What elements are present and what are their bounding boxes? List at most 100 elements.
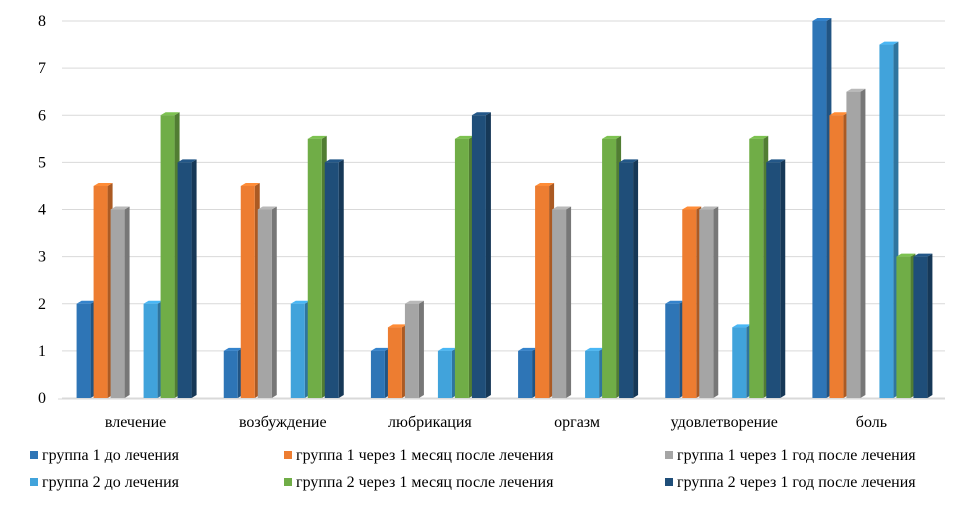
- bar: [160, 112, 180, 398]
- legend-swatch: [284, 478, 292, 486]
- bar-front: [879, 44, 894, 398]
- bar-top: [732, 324, 752, 328]
- bar-top: [913, 253, 933, 257]
- bar-side: [927, 253, 933, 398]
- bar-top: [110, 206, 130, 210]
- bar-side: [485, 112, 491, 398]
- bar: [437, 347, 457, 398]
- bar-top: [879, 41, 899, 45]
- bar: [552, 206, 572, 398]
- y-tick-label: 3: [38, 249, 46, 266]
- bar-top: [307, 135, 327, 139]
- y-tick-label: 6: [38, 107, 46, 124]
- bar-front: [257, 209, 272, 398]
- bar: [619, 159, 639, 398]
- bar-front: [518, 350, 533, 398]
- bar-front: [699, 209, 714, 398]
- bar-top: [143, 300, 163, 304]
- bar-top: [257, 206, 277, 210]
- bar: [896, 253, 916, 398]
- y-tick-label: 0: [38, 390, 46, 407]
- bar-top: [324, 159, 344, 163]
- bar-front: [143, 303, 158, 398]
- bar: [665, 300, 685, 398]
- bar-front: [732, 327, 747, 398]
- bar-top: [585, 347, 605, 351]
- bar: [879, 41, 899, 398]
- legend-swatch: [665, 451, 673, 459]
- y-tick-label: 7: [38, 60, 46, 77]
- bar-front: [812, 21, 827, 398]
- bar: [76, 300, 96, 398]
- bar-top: [812, 18, 832, 21]
- bar: [829, 112, 849, 398]
- y-axis-tick-labels: 0 1 2 3 4 5 6 7 8: [38, 13, 46, 407]
- bar-top: [240, 182, 260, 186]
- bar-top: [552, 206, 572, 210]
- legend-label: группа 2 до лечения: [42, 474, 180, 491]
- x-category-label: возбуждение: [239, 414, 327, 431]
- bar-top: [619, 159, 639, 163]
- bar-top: [829, 112, 849, 116]
- bar-front: [602, 138, 617, 398]
- bar: [93, 182, 113, 398]
- bar-front: [454, 138, 469, 398]
- x-category-label: боль: [856, 414, 887, 431]
- bar: [732, 324, 752, 398]
- legend-item: группа 2 через 1 месяц после лечения: [284, 474, 554, 491]
- bar: [290, 300, 310, 398]
- bar-side: [713, 206, 719, 398]
- bar-top: [535, 182, 555, 186]
- legend-swatch: [30, 451, 38, 459]
- bar-top: [93, 182, 113, 186]
- bar-top: [223, 347, 243, 351]
- bar-top: [602, 135, 622, 139]
- bar-top: [160, 112, 180, 116]
- bar-front: [76, 303, 91, 398]
- bar-front: [324, 162, 339, 398]
- bar-top: [387, 324, 407, 328]
- x-category-label: любрикация: [388, 414, 472, 431]
- bar-front: [846, 91, 861, 398]
- bar: [846, 88, 866, 398]
- bar-top: [518, 347, 538, 351]
- legend-label: группа 1 до лечения: [42, 447, 180, 464]
- x-category-label: удовлетворение: [671, 414, 778, 431]
- bar-side: [860, 88, 866, 398]
- bar: [404, 300, 424, 398]
- bar: [471, 112, 491, 398]
- bar-side: [566, 206, 572, 398]
- bar-top: [896, 253, 916, 257]
- bar: [370, 347, 390, 398]
- legend-item: группа 1 через 1 месяц после лечения: [284, 447, 554, 464]
- legend-label: группа 2 через 1 месяц после лечения: [296, 474, 554, 491]
- gridlines: [58, 20, 945, 400]
- legend-item: группа 1 до лечения: [30, 447, 180, 464]
- bar: [518, 347, 538, 398]
- bar-front: [896, 256, 911, 398]
- bar: [387, 324, 407, 398]
- bar: [749, 135, 769, 398]
- legend-swatch: [665, 478, 673, 486]
- bar-front: [404, 303, 419, 398]
- bar-top: [766, 159, 786, 163]
- bar: [766, 159, 786, 398]
- legend-swatch: [284, 451, 292, 459]
- x-category-label: оргазм: [554, 414, 600, 431]
- bar-front: [223, 350, 238, 398]
- bar-front: [290, 303, 305, 398]
- y-tick-label: 5: [38, 154, 46, 171]
- bar: [535, 182, 555, 398]
- bar-side: [271, 206, 277, 398]
- bar: [324, 159, 344, 398]
- bar-front: [585, 350, 600, 398]
- bar-front: [160, 115, 175, 398]
- bar-side: [191, 159, 197, 398]
- bar: [177, 159, 197, 398]
- bar-front: [240, 185, 255, 398]
- legend-item: группа 1 через 1 год после лечения: [665, 447, 916, 464]
- bar: [913, 253, 933, 398]
- bar-top: [699, 206, 719, 210]
- bar-top: [177, 159, 197, 163]
